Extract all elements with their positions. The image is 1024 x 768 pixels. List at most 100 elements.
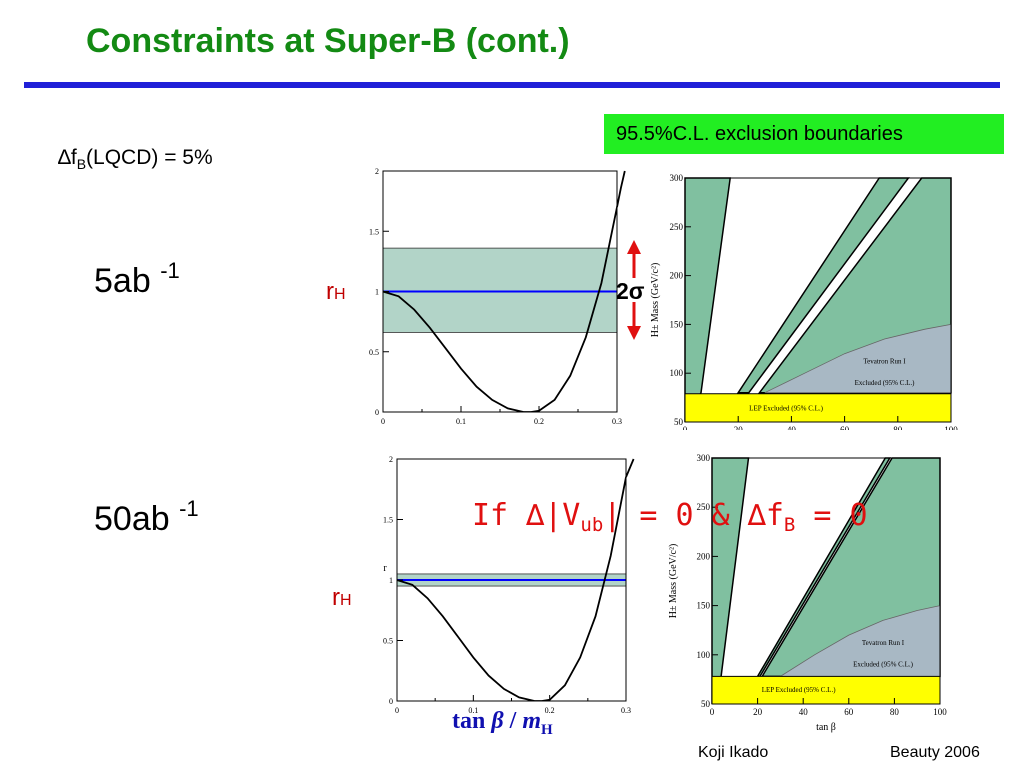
title-underline <box>24 82 1000 88</box>
x-tick-label: 0.1 <box>456 417 466 426</box>
x-tick-label: 0 <box>381 417 385 426</box>
y-tick-label: 2 <box>375 167 379 176</box>
x-label-h: H <box>540 721 553 738</box>
x-tick-label: 80 <box>890 707 900 717</box>
lep-label: LEP Excluded (95% C.L.) <box>762 686 836 694</box>
x-axis-title: tan β <box>816 722 836 733</box>
x-tick-label: 60 <box>844 707 854 717</box>
x-tick-label: 0.1 <box>468 706 478 715</box>
f-subscript: B <box>76 156 87 173</box>
y-tick-label: 1.5 <box>369 227 379 236</box>
rh-curve-tail <box>625 458 635 478</box>
slide-title: Constraints at Super-B (cont.) <box>86 22 570 60</box>
y-tick-label: 0 <box>389 697 393 706</box>
x-tick-label: 0.3 <box>612 417 622 426</box>
rh-chart-top: 0 0.1 0.2 0.3 0 0.5 1 1.5 2 <box>369 167 626 426</box>
two-sigma-label: 2σ <box>616 278 645 304</box>
mass-chart-bottom: Tevatron Run I Excluded (95% C.L.) LEP Exc… <box>668 453 947 733</box>
y-tick-label: 300 <box>670 173 684 183</box>
x-tick-label: 0.2 <box>534 417 544 426</box>
y-axis-title: H± Mass (GeV/c²) <box>668 544 679 619</box>
rh-curve-tail <box>616 170 626 208</box>
rh-label-top: rH <box>326 278 346 306</box>
rh-bottom-main: r <box>332 584 340 611</box>
y-tick-label: 250 <box>697 502 711 512</box>
delta-fb-value: (LQCD) = 5% <box>86 146 213 169</box>
y-tick-label: 50 <box>674 417 684 427</box>
y-tick-label: 0 <box>375 408 379 417</box>
delta-symbol: ∆ <box>58 146 71 169</box>
two-sigma-arrows <box>627 240 641 340</box>
if-condition-text: If ∆|Vub| = 0 & ∆fB = 0 <box>472 498 868 536</box>
y-tick-label: 1 <box>375 288 379 297</box>
luminosity-bottom-base: 50ab <box>94 500 180 538</box>
y-tick-label: 200 <box>670 271 684 281</box>
y-axis-fragment: r <box>383 563 387 574</box>
x-tick-label: 0.3 <box>621 706 631 715</box>
y-tick-label: 250 <box>670 222 684 232</box>
rh-label-bottom: rH <box>332 584 352 612</box>
x-tick-label: 20 <box>734 425 744 430</box>
x-tick-label: 0.2 <box>545 706 555 715</box>
delta-fb-note: ∆fB(LQCD) = 5% <box>58 146 213 172</box>
x-tick-label: 100 <box>933 707 947 717</box>
tevatron-label: Tevatron Run I <box>862 639 905 647</box>
footer-event: Beauty 2006 <box>890 744 980 761</box>
x-tick-label: 60 <box>840 425 850 430</box>
rh-chart-bottom: 0 0.1 0.2 0.3 0 0.5 1 1.5 2 r <box>383 455 635 715</box>
luminosity-top-exp: -1 <box>160 258 180 283</box>
rh-curve <box>383 207 617 412</box>
plot-frame <box>711 457 941 705</box>
luminosity-bottom: 50ab -1 <box>94 496 199 539</box>
mass-chart-top: Tevatron Run I Excluded (95% C.L.) LEP Exc… <box>650 173 958 430</box>
x-label-m: m <box>522 708 541 734</box>
y-tick-label: 150 <box>670 319 684 329</box>
x-axis-label: tan β / mH <box>452 708 553 739</box>
rh-bottom-sub: H <box>340 592 352 609</box>
x-tick-label: 0 <box>395 706 399 715</box>
y-tick-label: 50 <box>701 699 711 709</box>
arrow-down-head <box>627 326 641 340</box>
y-tick-label: 100 <box>697 650 711 660</box>
rh-top-main: r <box>326 278 334 305</box>
if-part-c: = 0 <box>795 498 868 533</box>
if-sub-b: B <box>783 514 796 536</box>
lep-label: LEP Excluded (95% C.L.) <box>749 404 823 412</box>
y-tick-label: 2 <box>389 455 393 464</box>
y-tick-label: 100 <box>670 368 684 378</box>
x-label-slash: / <box>503 708 523 734</box>
rh-curve <box>397 476 626 701</box>
if-sub-ub: ub <box>580 514 604 536</box>
arrow-up-head <box>627 240 641 254</box>
plot-frame <box>684 177 952 423</box>
luminosity-top-base: 5ab <box>94 262 161 300</box>
x-label-beta: β <box>491 708 504 734</box>
y-tick-label: 0.5 <box>383 637 393 646</box>
y-tick-label: 300 <box>697 453 711 463</box>
luminosity-top: 5ab -1 <box>94 258 180 301</box>
x-tick-label: 20 <box>753 707 763 717</box>
x-tick-label: 80 <box>893 425 903 430</box>
x-tick-label: 40 <box>799 707 809 717</box>
y-tick-label: 1.5 <box>383 516 393 525</box>
tevatron-excluded-label: Excluded (95% C.L.) <box>855 379 916 387</box>
luminosity-bottom-exp: -1 <box>179 496 199 521</box>
tevatron-excluded-label: Excluded (95% C.L.) <box>853 661 914 669</box>
x-tick-label: 0 <box>710 707 715 717</box>
y-tick-label: 1 <box>389 576 393 585</box>
footer-author: Koji Ikado <box>698 744 769 761</box>
rh-top-sub: H <box>334 286 346 303</box>
y-tick-label: 150 <box>697 601 711 611</box>
sensitivity-band <box>382 247 618 333</box>
cl-exclusion-label: 95.5%C.L. exclusion boundaries <box>604 114 1004 154</box>
f-symbol: f <box>70 146 77 169</box>
x-tick-label: 0 <box>683 425 688 430</box>
x-tick-label: 100 <box>944 425 958 430</box>
y-axis-title: H± Mass (GeV/c²) <box>650 263 661 338</box>
if-part-b: | = 0 & ∆f <box>603 498 784 533</box>
y-tick-label: 0.5 <box>369 348 379 357</box>
y-tick-label: 200 <box>697 551 711 561</box>
x-tick-label: 40 <box>787 425 797 430</box>
if-part-a: If ∆|V <box>472 498 581 533</box>
tevatron-label: Tevatron Run I <box>863 357 906 365</box>
